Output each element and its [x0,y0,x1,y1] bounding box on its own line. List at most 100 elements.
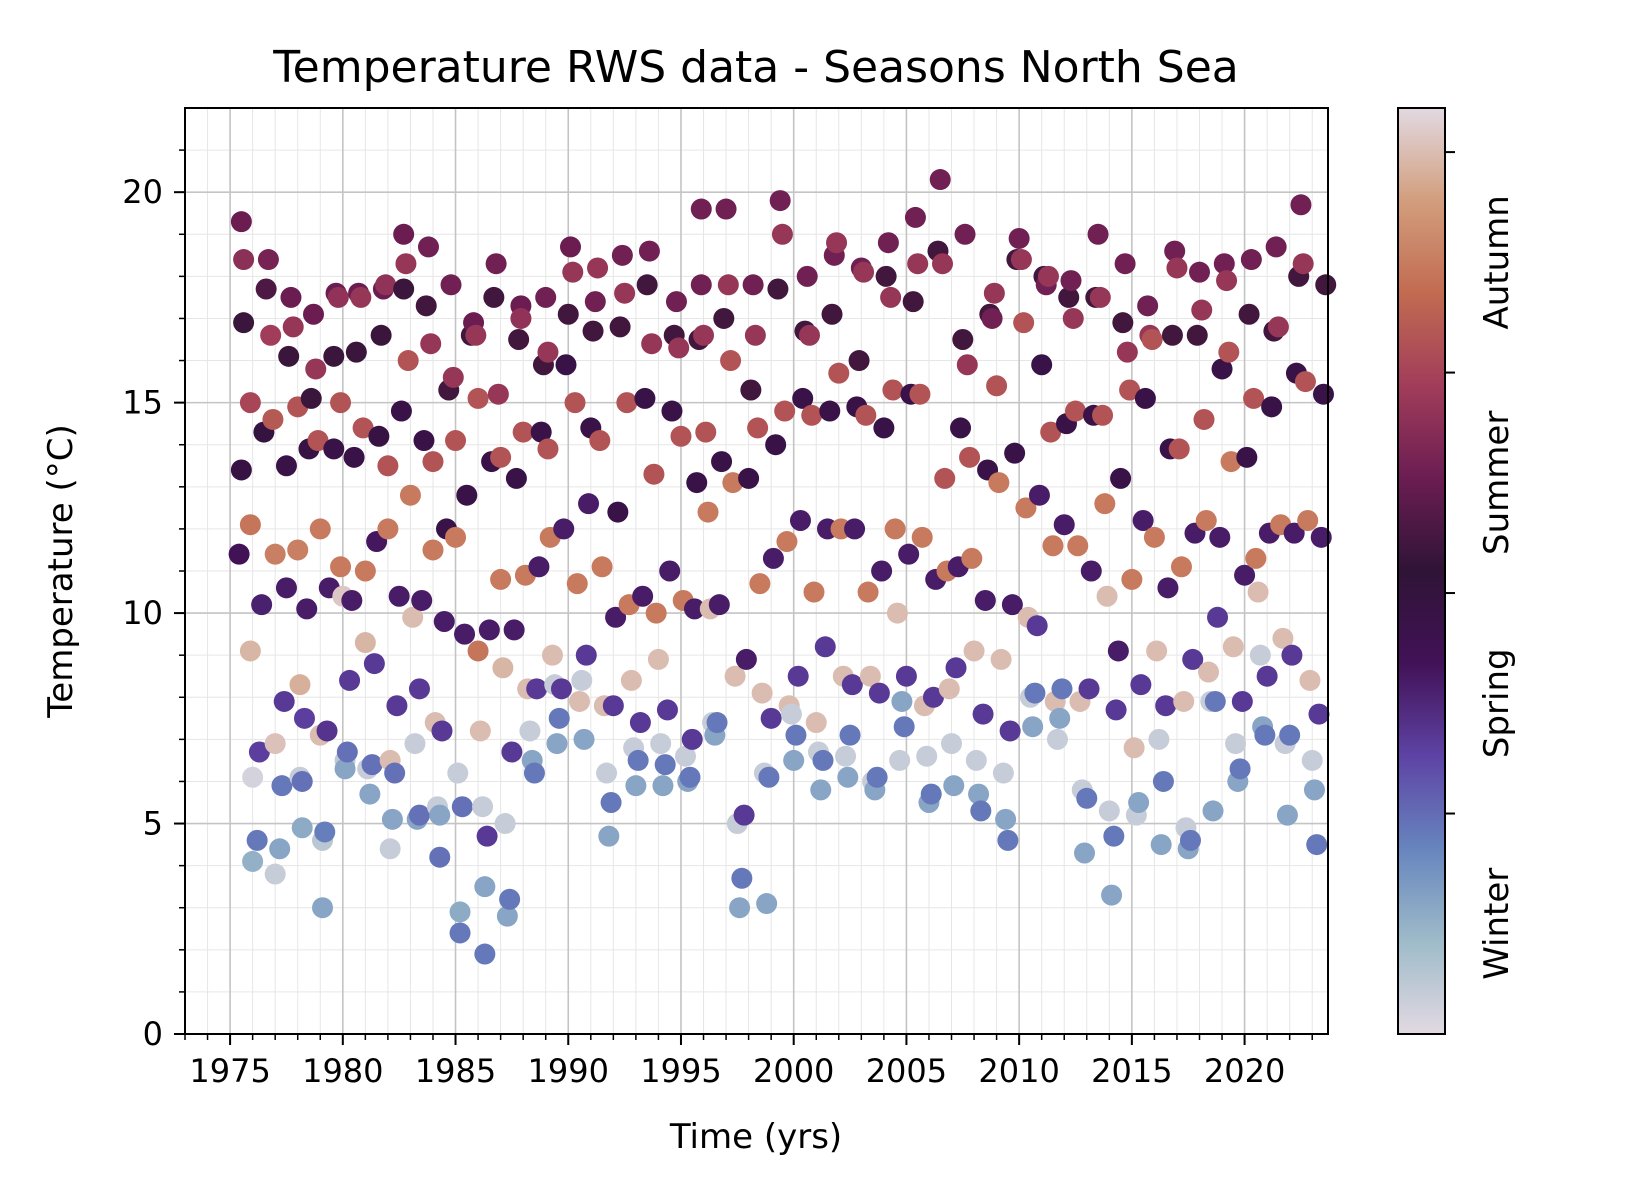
data-point [1098,800,1120,822]
data-point [1279,724,1301,746]
data-point [587,257,609,279]
data-point [1245,547,1267,569]
data-point [1121,568,1143,590]
colorbar [1397,107,1446,1035]
data-point [393,278,415,300]
data-point [1004,442,1026,464]
data-point [1157,577,1179,599]
data-point [780,703,802,725]
data-point [1315,274,1337,296]
data-point [1087,223,1109,245]
data-point [787,665,809,687]
data-point [1015,497,1037,519]
data-point [1254,724,1276,746]
data-point [656,699,678,721]
data-point [422,451,444,473]
data-point [496,905,518,927]
data-point [600,792,622,813]
data-point [262,408,284,430]
plot-points [228,169,1337,965]
data-point [1067,535,1089,557]
data-point [607,501,629,523]
data-point [350,286,372,308]
data-point [445,526,467,548]
data-point [880,286,902,308]
data-point [1294,371,1316,393]
data-point [1152,770,1174,792]
colorbar-label-summer: Summer [1477,411,1517,555]
data-point [907,253,929,275]
data-point [526,678,548,700]
data-point [1024,682,1046,704]
data-point [1008,227,1030,249]
data-point [291,817,313,839]
data-point [560,236,582,258]
data-point [280,286,302,308]
data-point [316,720,338,742]
data-point [1137,295,1159,317]
data-point [1049,707,1071,729]
data-point [1179,829,1201,851]
data-point [523,762,545,784]
data-point [1166,257,1188,279]
data-point [1040,421,1062,443]
data-point [535,286,557,308]
data-point [871,560,893,582]
data-point [1001,594,1023,616]
data-point [537,341,559,363]
data-point [598,825,620,847]
data-point [929,169,951,191]
data-point [873,417,895,439]
data-point [756,893,778,915]
data-point [411,589,433,611]
data-point [995,808,1017,830]
data-point [992,762,1014,784]
data-point [684,598,706,620]
data-point [771,223,793,245]
x-tick-label: 2000 [753,1052,834,1090]
data-point [246,829,268,851]
data-point [645,602,667,624]
data-point [1155,695,1177,717]
data-point [248,741,270,763]
data-point [652,775,674,797]
data-point [866,766,888,788]
data-point [381,808,403,830]
data-point [1301,749,1323,771]
data-point [505,467,527,489]
x-tick-label: 2020 [1204,1052,1285,1090]
data-point [1240,249,1262,271]
data-point [334,758,356,780]
data-point [399,484,421,506]
data-point [305,358,327,380]
data-point [814,636,836,658]
data-point [291,770,313,792]
data-point [1028,484,1050,506]
data-point [1222,636,1244,658]
data-point [512,421,534,443]
data-point [742,274,764,296]
data-point [483,286,505,308]
data-point [1209,526,1231,548]
data-point [1119,379,1141,401]
data-point [1107,640,1129,662]
data-point [1238,303,1260,325]
data-point [228,543,250,565]
data-point [963,640,985,662]
data-point [519,720,541,742]
data-point [578,493,600,515]
data-point [785,724,807,746]
data-point [375,274,397,296]
data-point [584,291,606,313]
data-point [909,383,931,405]
data-point [641,333,663,355]
data-point [379,838,401,860]
data-point [931,253,953,275]
data-point [582,320,604,342]
data-point [1170,556,1192,578]
data-point [1256,665,1278,687]
data-point [835,745,857,767]
data-point [647,648,669,670]
y-axis: 0 5 10 15 20 [122,149,185,1053]
